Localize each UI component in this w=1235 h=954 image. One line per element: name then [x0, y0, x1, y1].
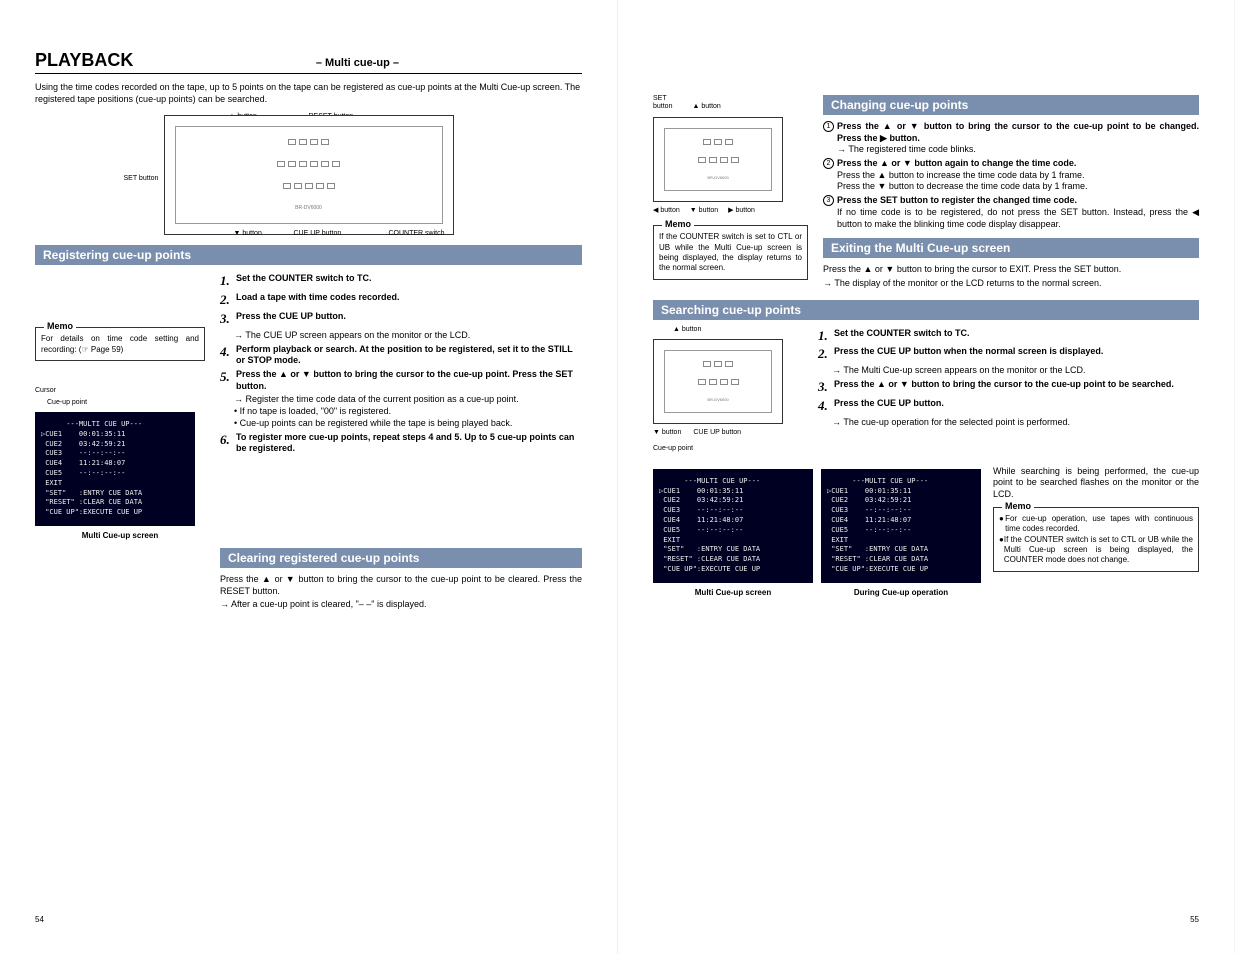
label-up-btn-sm2: ▲ button	[673, 326, 803, 334]
cueup-point-label-2: Cue-up point	[653, 445, 1199, 453]
registering-col-right: 1.Set the COUNTER switch to TC. 2.Load a …	[220, 271, 582, 540]
search-step: 2.Press the CUE UP button when the norma…	[818, 346, 1199, 363]
section-exiting: Exiting the Multi Cue-up screen	[823, 238, 1199, 258]
right-top-row: SET button ▲ button BR-DV6000 ◀ button ▼…	[653, 95, 1199, 292]
device-diagram-small-2: BR-DV6000	[653, 339, 783, 424]
right-top-left: SET button ▲ button BR-DV6000 ◀ button ▼…	[653, 95, 808, 286]
cursor-label: Cursor	[35, 387, 205, 395]
memo-timecode: Memo For details on time code setting an…	[35, 327, 205, 361]
search-step-sub: The cue-up operation for the selected po…	[832, 417, 1199, 429]
device-diagram-small-1: BR-DV6000	[653, 117, 783, 202]
exiting-body2: → The display of the monitor or the LCD …	[823, 278, 1199, 290]
label-down-btn-sm2: ▼ button	[653, 429, 681, 437]
label-down-btn: ▼ button	[234, 230, 262, 237]
memo-body-2: If the COUNTER switch is set to CTL or U…	[659, 232, 802, 272]
section-searching: Searching cue-up points	[653, 300, 1199, 320]
search-steps-col: 1.Set the COUNTER switch to TC.2.Press t…	[818, 326, 1199, 429]
exiting-body1: Press the ▲ or ▼ button to bring the cur…	[823, 264, 1199, 276]
reg-step-bullet: Cue-up points can be registered while th…	[234, 418, 582, 430]
reg-step-bullet: If no tape is loaded, "00" is registered…	[234, 406, 582, 418]
search-step-sub: The Multi Cue-up screen appears on the m…	[832, 365, 1199, 377]
page-number-right: 55	[1190, 915, 1199, 924]
lcd2-caption: Multi Cue-up screen	[653, 588, 813, 597]
lcd-screen-2: ---MULTI CUE UP--- ▷CUE1 00:01:35:11 CUE…	[653, 469, 813, 583]
changing-step: 3Press the SET button to register the ch…	[823, 195, 1199, 230]
reg-step-sub: Register the time code data of the curre…	[234, 394, 582, 406]
memo-search: Memo ●For cue-up operation, use tapes wi…	[993, 507, 1199, 572]
search-step: 1.Set the COUNTER switch to TC.	[818, 328, 1199, 345]
changing-step: 1Press the ▲ or ▼ button to bring the cu…	[823, 121, 1199, 156]
page-55: SET button ▲ button BR-DV6000 ◀ button ▼…	[617, 0, 1234, 954]
lcd1-caption: Multi Cue-up screen	[35, 531, 205, 540]
label-button: button	[653, 103, 672, 111]
memo3-b2: If the COUNTER switch is set to CTL or U…	[1004, 535, 1193, 566]
two-lcd-row: ---MULTI CUE UP--- ▷CUE1 00:01:35:11 CUE…	[653, 464, 981, 597]
lcd3-caption: During Cue-up operation	[821, 588, 981, 597]
label-cueup-btn-sm: CUE UP button	[693, 429, 741, 437]
search-note-col: While searching is being performed, the …	[993, 464, 1199, 578]
section-registering: Registering cue-up points	[35, 245, 582, 265]
search-note: While searching is being performed, the …	[993, 466, 1199, 501]
reg-step-sub: The CUE UP screen appears on the monitor…	[234, 330, 582, 342]
header-row: PLAYBACK – Multi cue-up –	[35, 50, 582, 71]
title-rule	[35, 73, 582, 74]
label-down-btn-sm: ▼ button	[690, 207, 718, 215]
page-number-left: 54	[35, 915, 44, 924]
section-clearing: Clearing registered cue-up points	[220, 548, 582, 568]
clearing-body2: → After a cue-up point is cleared, "– –"…	[220, 599, 582, 611]
search-step: 4.Press the CUE UP button.	[818, 398, 1199, 415]
label-set: SET	[653, 95, 808, 103]
lcd-screen-1: ---MULTI CUE UP--- ▷CUE1 00:01:35:11 CUE…	[35, 412, 195, 526]
registering-cols: Memo For details on time code setting an…	[35, 271, 582, 540]
page-title: PLAYBACK	[35, 50, 133, 70]
label-counter-btn: COUNTER switch	[389, 230, 445, 237]
label-right-btn: ▶ button	[728, 207, 755, 215]
label-set-btn: SET button	[124, 175, 159, 182]
intro-text: Using the time codes recorded on the tap…	[35, 82, 582, 105]
lcd-screen-3: ---MULTI CUE UP--- ▷CUE1 00:01:35:11 CUE…	[821, 469, 981, 583]
memo-counter-switch: Memo If the COUNTER switch is set to CTL…	[653, 225, 808, 280]
changing-step: 2Press the ▲ or ▼ button again to change…	[823, 158, 1199, 193]
page-54: PLAYBACK – Multi cue-up – Using the time…	[0, 0, 617, 954]
section-changing: Changing cue-up points	[823, 95, 1199, 115]
memo-title-3: Memo	[1002, 501, 1034, 513]
clearing-body1: Press the ▲ or ▼ button to bring the cur…	[220, 574, 582, 597]
page-subtitle: – Multi cue-up –	[316, 57, 399, 69]
cueup-point-label: Cue-up point	[47, 399, 205, 407]
reg-step: 6.To register more cue-up points, repeat…	[220, 432, 582, 455]
memo-title-2: Memo	[662, 219, 694, 231]
reg-step: 4.Perform playback or search. At the pos…	[220, 344, 582, 367]
reg-step: 5.Press the ▲ or ▼ button to bring the c…	[220, 369, 582, 392]
search-step: 3.Press the ▲ or ▼ button to bring the c…	[818, 379, 1199, 396]
search-row: ▲ button BR-DV6000 ▼ button CUE UP butto…	[653, 326, 1199, 438]
memo-title: Memo	[44, 321, 76, 333]
label-left-btn: ◀ button	[653, 207, 680, 215]
search-left: ▲ button BR-DV6000 ▼ button CUE UP butto…	[653, 326, 803, 438]
label-cueup-btn: CUE UP button	[294, 230, 342, 237]
reg-step: 1.Set the COUNTER switch to TC.	[220, 273, 582, 290]
reg-step: 3.Press the CUE UP button.	[220, 311, 582, 328]
registering-col-left: Memo For details on time code setting an…	[35, 271, 205, 540]
label-up-btn-sm: ▲ button	[692, 103, 720, 111]
right-top-right: Changing cue-up points 1Press the ▲ or ▼…	[823, 95, 1199, 292]
device-front-panel: BR-DV6000	[175, 126, 443, 224]
memo-body: For details on time code setting and rec…	[41, 334, 199, 353]
memo3-b1: For cue-up operation, use tapes with con…	[1005, 514, 1193, 535]
device-diagram-main: ▲ button RESET button SET button BR-DV60…	[124, 115, 494, 235]
reg-step: 2.Load a tape with time codes recorded.	[220, 292, 582, 309]
